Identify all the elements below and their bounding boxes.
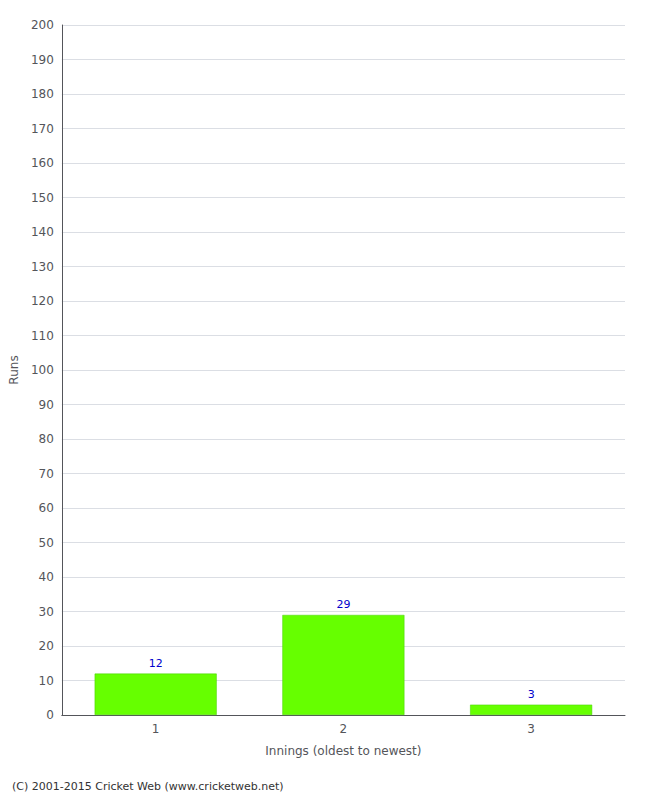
svg-text:160: 160 bbox=[31, 156, 54, 170]
svg-text:140: 140 bbox=[31, 225, 54, 239]
svg-text:10: 10 bbox=[39, 674, 54, 688]
svg-text:0: 0 bbox=[46, 708, 54, 722]
svg-text:2: 2 bbox=[340, 722, 348, 736]
svg-text:50: 50 bbox=[39, 536, 54, 550]
svg-text:110: 110 bbox=[31, 329, 54, 343]
svg-text:170: 170 bbox=[31, 122, 54, 136]
svg-text:100: 100 bbox=[31, 363, 54, 377]
svg-text:30: 30 bbox=[39, 605, 54, 619]
svg-text:20: 20 bbox=[39, 639, 54, 653]
svg-text:Innings (oldest to newest): Innings (oldest to newest) bbox=[265, 744, 421, 758]
svg-text:90: 90 bbox=[39, 398, 54, 412]
svg-text:180: 180 bbox=[31, 87, 54, 101]
svg-text:70: 70 bbox=[39, 467, 54, 481]
svg-text:29: 29 bbox=[336, 598, 350, 611]
svg-text:200: 200 bbox=[31, 18, 54, 32]
svg-text:190: 190 bbox=[31, 53, 54, 67]
svg-text:150: 150 bbox=[31, 191, 54, 205]
svg-text:(C) 2001-2015 Cricket Web (www: (C) 2001-2015 Cricket Web (www.cricketwe… bbox=[12, 780, 284, 793]
svg-text:80: 80 bbox=[39, 432, 54, 446]
svg-text:Runs: Runs bbox=[7, 355, 21, 384]
svg-text:1: 1 bbox=[152, 722, 160, 736]
svg-text:60: 60 bbox=[39, 501, 54, 515]
svg-text:130: 130 bbox=[31, 260, 54, 274]
svg-text:120: 120 bbox=[31, 294, 54, 308]
svg-text:40: 40 bbox=[39, 570, 54, 584]
svg-text:3: 3 bbox=[527, 722, 535, 736]
svg-text:3: 3 bbox=[528, 688, 535, 701]
svg-text:12: 12 bbox=[149, 657, 163, 670]
